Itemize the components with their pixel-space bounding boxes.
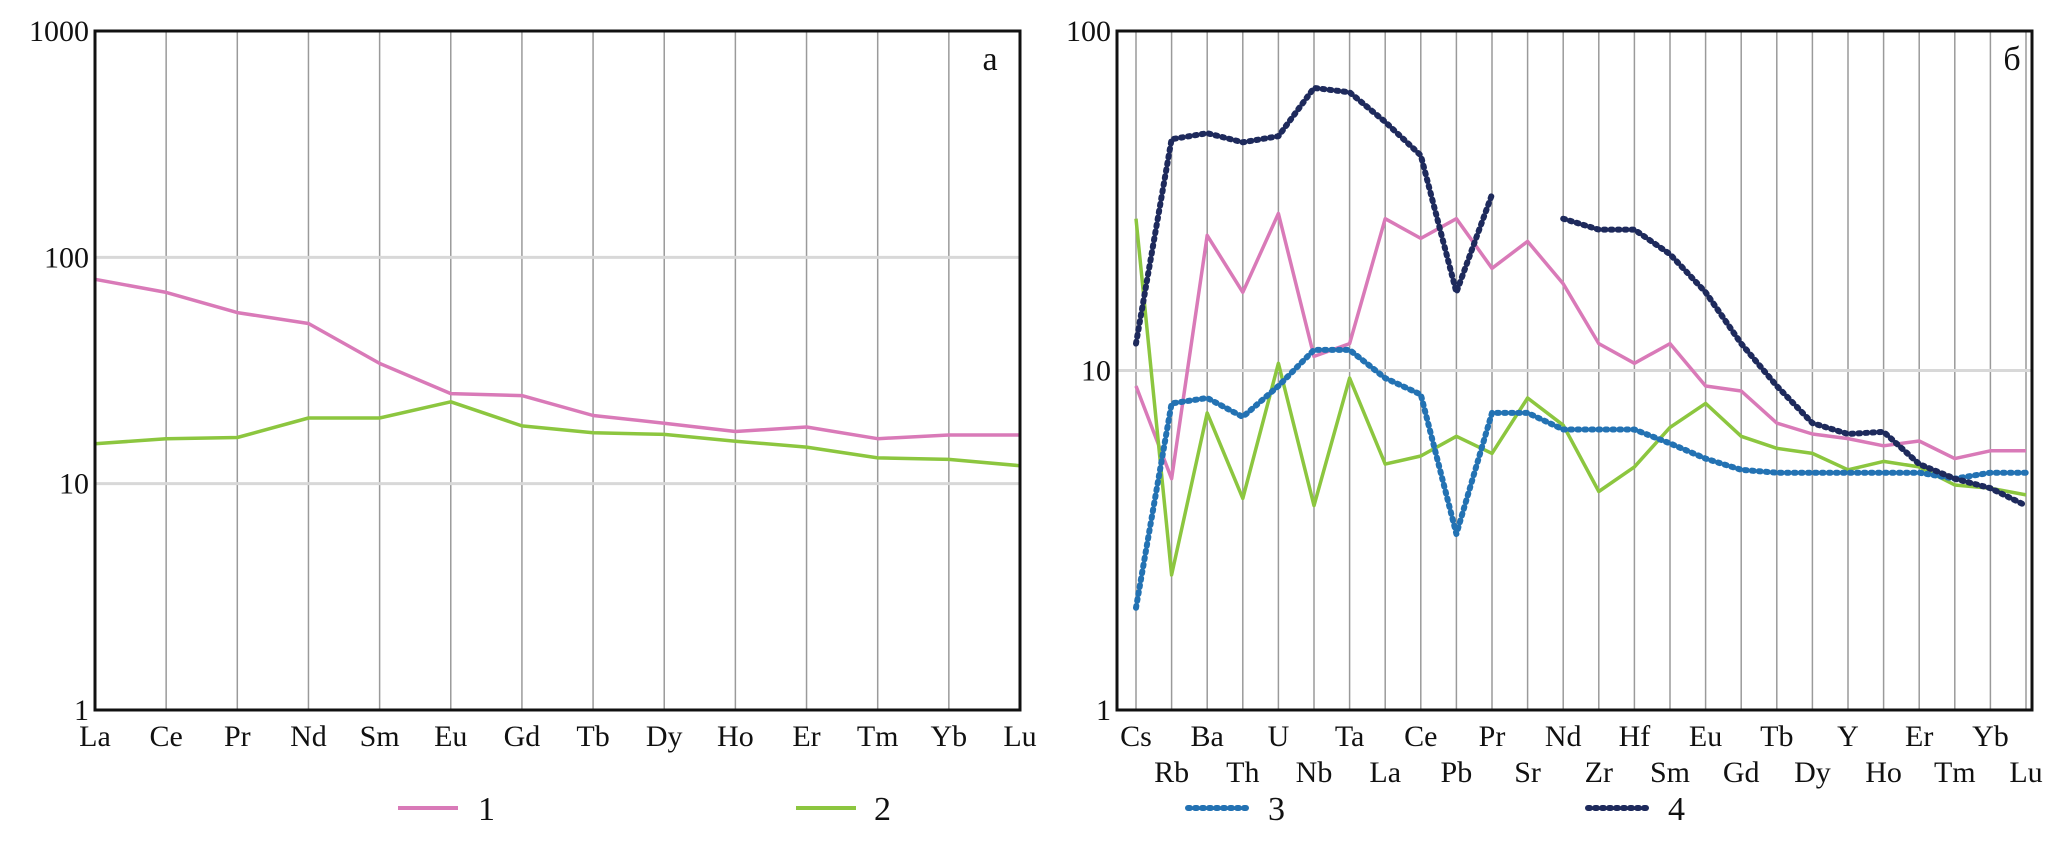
x-tick-label: Tm <box>1934 756 1976 789</box>
y-tick-label: 10 <box>1081 355 1111 388</box>
x-tick-label: Gd <box>504 720 541 753</box>
x-tick-label: Pr <box>1479 720 1506 753</box>
x-tick-label: Nd <box>1545 720 1582 753</box>
x-tick-label: Tm <box>857 720 899 753</box>
legend-label-3: 3 <box>1268 791 1285 828</box>
x-tick-label: Lu <box>2009 756 2042 789</box>
x-tick-label: Y <box>1837 720 1859 753</box>
panel-b-series <box>1133 84 2029 611</box>
legend: 1 2 3 4 <box>398 791 1685 828</box>
x-tick-label: Er <box>1905 720 1933 753</box>
panel-b-vertical-gridlines <box>1135 31 2027 710</box>
panel-a-y-tick-labels: 1 10 100 1000 <box>29 15 89 727</box>
series-line-2 <box>1134 218 2027 577</box>
x-tick-label: Ce <box>1404 720 1437 753</box>
y-tick-label: 100 <box>1066 15 1111 48</box>
x-tick-label: La <box>79 720 111 753</box>
panel-a-vertical-gridlines <box>165 31 950 710</box>
x-tick-label: Sr <box>1514 756 1541 789</box>
legend-label-1: 1 <box>478 791 495 828</box>
y-tick-label: 1 <box>74 694 89 727</box>
series-line-3 <box>1133 346 2029 611</box>
x-tick-label: Rb <box>1154 756 1189 789</box>
x-tick-label: Ta <box>1335 720 1365 753</box>
panel-a-frame <box>93 29 1022 712</box>
x-tick-label: U <box>1268 720 1290 753</box>
legend-label-2: 2 <box>874 791 891 828</box>
x-tick-label: Hf <box>1619 720 1651 753</box>
x-tick-label: Ce <box>149 720 182 753</box>
series-line-1 <box>94 277 1020 441</box>
x-tick-label: Pb <box>1441 756 1473 789</box>
panel-b-frame <box>1115 29 2034 712</box>
x-tick-label: Tb <box>576 720 609 753</box>
x-tick-label: Nb <box>1296 756 1333 789</box>
series-line-1 <box>1134 211 2026 481</box>
x-tick-label: Ho <box>1865 756 1902 789</box>
y-tick-label: 100 <box>44 241 89 274</box>
series-line-4 <box>1133 84 2029 509</box>
y-tick-label: 10 <box>59 468 89 501</box>
x-tick-label: Nd <box>290 720 327 753</box>
x-tick-label: Eu <box>434 720 467 753</box>
x-tick-label: Sm <box>1650 756 1690 789</box>
x-tick-label: Ho <box>717 720 754 753</box>
y-tick-label: 1 <box>1096 694 1111 727</box>
x-tick-label: Dy <box>1794 756 1831 789</box>
x-tick-label: Er <box>792 720 820 753</box>
panel-a-horizontal-gridlines <box>95 255 1020 486</box>
x-tick-label: Dy <box>646 720 683 753</box>
x-tick-label: Tb <box>1760 720 1793 753</box>
x-tick-label: Yb <box>931 720 968 753</box>
panel-a-x-tick-labels: La Ce Pr Nd Sm Eu Gd Tb Dy Ho Er Tm Yb Lu <box>79 720 1036 753</box>
x-tick-label: La <box>1369 756 1401 789</box>
x-tick-label: Ba <box>1191 720 1224 753</box>
x-tick-label: Gd <box>1723 756 1760 789</box>
panel-a-series <box>94 277 1021 468</box>
panel-b-x-tick-labels: CsRbBaThUNbTaLaCePbPrSrNdZrHfSmEuGdTbDyY… <box>1120 720 2043 789</box>
x-tick-label: Pr <box>224 720 251 753</box>
panel-b-label: б <box>2003 41 2020 78</box>
panel-b-y-tick-labels: 1 10 100 <box>1066 15 1111 727</box>
panel-a-label: а <box>982 41 997 78</box>
x-tick-label: Eu <box>1689 720 1722 753</box>
legend-label-4: 4 <box>1668 791 1685 828</box>
x-tick-label: Zr <box>1585 756 1613 789</box>
x-tick-label: Lu <box>1003 720 1036 753</box>
y-tick-label: 1000 <box>29 15 89 48</box>
x-tick-label: Yb <box>1972 720 2009 753</box>
x-tick-label: Cs <box>1120 720 1152 753</box>
x-tick-label: Th <box>1226 756 1259 789</box>
series-line-2 <box>94 400 1021 468</box>
x-tick-label: Sm <box>360 720 400 753</box>
